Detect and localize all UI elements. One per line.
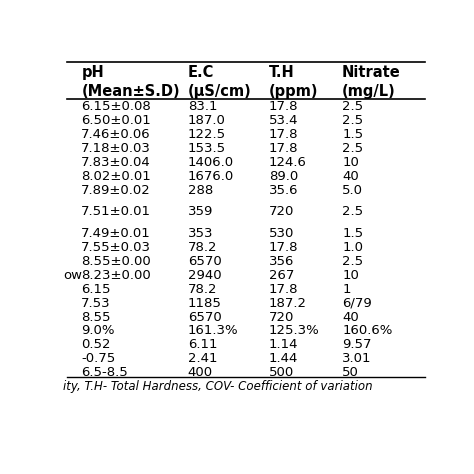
- Text: 6/79: 6/79: [342, 297, 372, 310]
- Text: 7.53: 7.53: [82, 297, 111, 310]
- Text: 153.5: 153.5: [188, 142, 226, 155]
- Text: E.C: E.C: [188, 65, 214, 80]
- Text: 161.3%: 161.3%: [188, 324, 238, 337]
- Text: 53.4: 53.4: [269, 114, 298, 127]
- Text: 5.0: 5.0: [342, 183, 363, 197]
- Text: 1185: 1185: [188, 297, 222, 310]
- Text: 1.0: 1.0: [342, 241, 363, 254]
- Text: T.H: T.H: [269, 65, 294, 80]
- Text: 9.0%: 9.0%: [82, 324, 115, 337]
- Text: 7.18±0.03: 7.18±0.03: [82, 142, 151, 155]
- Text: 125.3%: 125.3%: [269, 324, 319, 337]
- Text: 78.2: 78.2: [188, 241, 217, 254]
- Text: 1676.0: 1676.0: [188, 170, 234, 182]
- Text: 500: 500: [269, 366, 294, 379]
- Text: Nitrate: Nitrate: [342, 65, 401, 80]
- Text: 2.41: 2.41: [188, 352, 217, 365]
- Text: 267: 267: [269, 269, 294, 282]
- Text: 7.55±0.03: 7.55±0.03: [82, 241, 151, 254]
- Text: 2.5: 2.5: [342, 142, 363, 155]
- Text: 720: 720: [269, 310, 294, 324]
- Text: 6.5-8.5: 6.5-8.5: [82, 366, 128, 379]
- Text: (mg/L): (mg/L): [342, 83, 396, 99]
- Text: 7.49±0.01: 7.49±0.01: [82, 228, 151, 240]
- Text: 50: 50: [342, 366, 359, 379]
- Text: 8.23±0.00: 8.23±0.00: [82, 269, 151, 282]
- Text: 1.44: 1.44: [269, 352, 298, 365]
- Text: 0.52: 0.52: [82, 338, 111, 351]
- Text: 6.15±0.08: 6.15±0.08: [82, 100, 151, 113]
- Text: 35.6: 35.6: [269, 183, 298, 197]
- Text: 17.8: 17.8: [269, 283, 298, 296]
- Text: 124.6: 124.6: [269, 156, 307, 169]
- Text: (ppm): (ppm): [269, 83, 318, 99]
- Text: 2.5: 2.5: [342, 114, 363, 127]
- Text: 78.2: 78.2: [188, 283, 217, 296]
- Text: 6570: 6570: [188, 310, 221, 324]
- Text: 1: 1: [342, 283, 351, 296]
- Text: 7.83±0.04: 7.83±0.04: [82, 156, 151, 169]
- Text: (Mean±S.D): (Mean±S.D): [82, 83, 180, 99]
- Text: 6.15: 6.15: [82, 283, 111, 296]
- Text: 2.5: 2.5: [342, 205, 363, 219]
- Text: 187.2: 187.2: [269, 297, 307, 310]
- Text: 1406.0: 1406.0: [188, 156, 234, 169]
- Text: 160.6%: 160.6%: [342, 324, 392, 337]
- Text: 8.55: 8.55: [82, 310, 111, 324]
- Text: 530: 530: [269, 228, 294, 240]
- Text: 2.5: 2.5: [342, 255, 363, 268]
- Text: 6570: 6570: [188, 255, 221, 268]
- Text: 1.5: 1.5: [342, 228, 363, 240]
- Text: 6.11: 6.11: [188, 338, 217, 351]
- Text: 359: 359: [188, 205, 213, 219]
- Text: 1.5: 1.5: [342, 128, 363, 141]
- Text: 720: 720: [269, 205, 294, 219]
- Text: 83.1: 83.1: [188, 100, 217, 113]
- Text: pH: pH: [82, 65, 104, 80]
- Text: 1.14: 1.14: [269, 338, 298, 351]
- Text: 7.46±0.06: 7.46±0.06: [82, 128, 151, 141]
- Text: 2.5: 2.5: [342, 100, 363, 113]
- Text: 17.8: 17.8: [269, 100, 298, 113]
- Text: 40: 40: [342, 310, 359, 324]
- Text: ity, T.H- Total Hardness, COV- Coefficient of variation: ity, T.H- Total Hardness, COV- Coefficie…: [63, 380, 373, 393]
- Text: 187.0: 187.0: [188, 114, 226, 127]
- Text: 3.01: 3.01: [342, 352, 372, 365]
- Text: 288: 288: [188, 183, 213, 197]
- Text: 122.5: 122.5: [188, 128, 226, 141]
- Text: 6.50±0.01: 6.50±0.01: [82, 114, 151, 127]
- Text: ow: ow: [63, 269, 82, 282]
- Text: 17.8: 17.8: [269, 241, 298, 254]
- Text: 7.89±0.02: 7.89±0.02: [82, 183, 151, 197]
- Text: 8.02±0.01: 8.02±0.01: [82, 170, 151, 182]
- Text: 10: 10: [342, 156, 359, 169]
- Text: 2940: 2940: [188, 269, 221, 282]
- Text: 10: 10: [342, 269, 359, 282]
- Text: 356: 356: [269, 255, 294, 268]
- Text: (µS/cm): (µS/cm): [188, 83, 252, 99]
- Text: 17.8: 17.8: [269, 142, 298, 155]
- Text: 40: 40: [342, 170, 359, 182]
- Text: -0.75: -0.75: [82, 352, 116, 365]
- Text: 7.51±0.01: 7.51±0.01: [82, 205, 151, 219]
- Text: 8.55±0.00: 8.55±0.00: [82, 255, 151, 268]
- Text: 9.57: 9.57: [342, 338, 372, 351]
- Text: 400: 400: [188, 366, 213, 379]
- Text: 89.0: 89.0: [269, 170, 298, 182]
- Text: 17.8: 17.8: [269, 128, 298, 141]
- Text: 353: 353: [188, 228, 213, 240]
